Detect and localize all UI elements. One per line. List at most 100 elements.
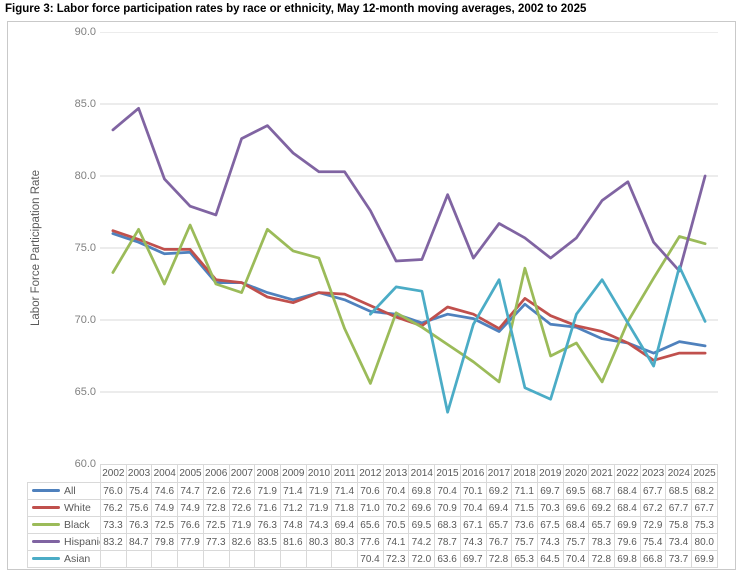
value-cell: 71.2 [279,499,307,517]
value-cell: 70.4 [357,550,384,568]
year-header-cell: 2015 [434,464,461,483]
y-tick-label: 60.0 [74,458,96,470]
series-name-label: White [64,502,91,514]
value-cell: 72.8 [202,499,230,517]
value-cell: 69.7 [536,482,564,500]
value-cell: 70.5 [382,516,410,534]
value-cell: 69.5 [562,482,590,500]
legend-cell: All [27,482,101,500]
value-cell: 72.8 [485,550,513,568]
value-cell: 77.3 [202,533,230,551]
year-header-cell: 2022 [614,464,641,483]
value-cell [100,550,127,568]
year-header-cell: 2010 [305,464,333,483]
value-cell: 69.2 [485,482,513,500]
value-cell: 72.6 [202,482,230,500]
year-header-cell: 2004 [151,464,179,483]
value-cell: 68.5 [665,482,693,500]
series-line-black [111,223,707,385]
value-cell: 71.5 [511,499,538,517]
value-cell [177,550,204,568]
value-cell: 70.2 [382,499,410,517]
year-header-cell: 2011 [331,464,359,483]
value-cell: 69.4 [331,516,359,534]
value-cell: 79.8 [151,533,179,551]
series-line-asian [369,265,707,414]
value-cell: 70.3 [536,499,564,517]
year-header-cell: 2023 [639,464,667,483]
value-cell: 75.7 [562,533,590,551]
value-cell: 83.2 [100,533,127,551]
value-cell: 84.7 [125,533,153,551]
table-row-hispanic: Hispanic 83.2 84.7 79.8 77.9 77.3 82.6 83.5 81.6… [27,533,718,551]
value-cell: 80.0 [691,533,718,551]
value-cell: 78.3 [588,533,616,551]
plot-area [100,32,718,414]
value-cell: 70.4 [459,499,487,517]
table-row-asian: Asian 70.4 72.3 72.0 63.6 69.7 72.8 65.3 64.5 70.… [27,550,718,568]
table-row-black: Black 73.3 76.3 72.5 76.6 72.5 71.9 76.3 74.8 74.… [27,516,718,534]
year-header-cell: 2014 [408,464,436,483]
value-cell: 71.9 [228,516,256,534]
value-cell: 76.3 [125,516,153,534]
legend-swatch [32,539,60,543]
legend-swatch [32,556,60,560]
value-cell: 68.2 [691,482,718,500]
value-cell: 80.3 [331,533,359,551]
value-cell: 68.4 [614,482,641,500]
value-cell [331,550,359,568]
value-cell: 69.7 [459,550,487,568]
legend-cell: Asian [27,550,101,568]
series-name-label: Hispanic [64,536,101,548]
value-cell: 74.8 [279,516,307,534]
y-tick-label: 80.0 [74,170,96,182]
table-header-row: 2002 2003 2004 2005 2006 2007 2008 2009 2010 2011… [28,464,718,483]
y-tick-label: 65.0 [74,386,96,398]
value-cell: 69.6 [562,499,590,517]
value-cell [228,550,256,568]
year-header-cell: 2024 [665,464,693,483]
value-cell: 75.3 [691,516,718,534]
value-cell: 74.2 [408,533,436,551]
value-cell [151,550,179,568]
value-cell: 76.0 [100,482,127,500]
y-tick-label: 70.0 [74,314,96,326]
data-table: 2002 2003 2004 2005 2006 2007 2008 2009 2010 2011… [27,464,718,568]
series-name-label: All [64,485,76,497]
year-header-cell: 2005 [177,464,204,483]
value-cell: 72.3 [382,550,410,568]
value-cell [305,550,333,568]
value-cell: 76.2 [100,499,127,517]
value-cell: 74.3 [459,533,487,551]
value-cell: 65.3 [511,550,538,568]
value-cell: 72.5 [151,516,179,534]
value-cell: 75.4 [639,533,667,551]
value-cell: 71.9 [254,482,281,500]
year-header-cell: 2007 [228,464,256,483]
value-cell: 70.6 [357,482,384,500]
value-cell: 74.3 [536,533,564,551]
value-cell: 82.6 [228,533,256,551]
value-cell: 67.7 [665,499,693,517]
value-cell: 78.7 [434,533,461,551]
value-cell: 71.1 [511,482,538,500]
value-cell: 71.4 [331,482,359,500]
value-cell: 72.6 [228,482,256,500]
year-header-cell: 2013 [382,464,410,483]
series-line-hispanic [111,106,707,273]
value-cell: 73.3 [100,516,127,534]
year-header-cell: 2016 [459,464,487,483]
value-cell: 69.8 [614,550,641,568]
value-cell [279,550,307,568]
value-cell: 69.4 [485,499,513,517]
value-cell: 71.9 [305,499,333,517]
table-row-all: All 76.0 75.4 74.6 74.7 72.6 72.6 71.9 71.4 71.9 7… [27,482,718,500]
series-name-label: Asian [64,553,91,565]
value-cell: 69.5 [408,516,436,534]
value-cell: 76.6 [177,516,204,534]
value-cell: 67.7 [639,482,667,500]
year-header-cell: 2017 [485,464,513,483]
year-header-cell: 2006 [202,464,230,483]
value-cell: 73.7 [665,550,693,568]
value-cell: 74.3 [305,516,333,534]
